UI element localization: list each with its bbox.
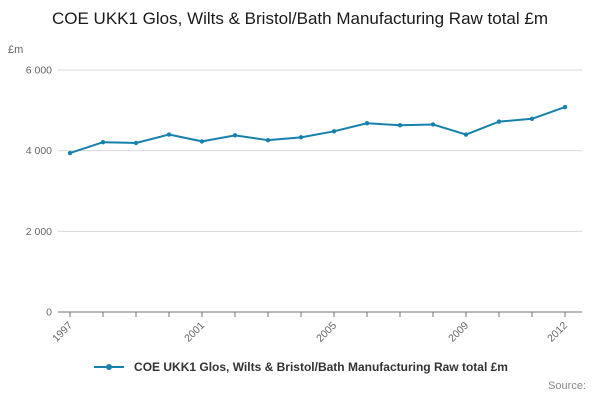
data-point — [199, 139, 205, 144]
source-label: Source: — [548, 380, 586, 392]
data-point — [166, 132, 172, 137]
data-point — [232, 133, 238, 138]
data-point — [397, 123, 403, 128]
data-line — [69, 106, 566, 155]
data-point — [100, 139, 106, 145]
y-tick-label: 6 000 — [26, 65, 52, 77]
data-point — [364, 121, 370, 126]
chart-title: COE UKK1 Glos, Wilts & Bristol/Bath Manu… — [51, 9, 548, 28]
data-point — [529, 116, 535, 122]
data-point — [133, 140, 139, 146]
legend: COE UKK1 Glos, Wilts & Bristol/Bath Manu… — [0, 360, 600, 374]
y-tick-label: 0 — [46, 307, 52, 319]
x-tick-label: 2009 — [446, 320, 471, 345]
data-point — [496, 119, 502, 124]
legend-label: COE UKK1 Glos, Wilts & Bristol/Bath Manu… — [134, 360, 508, 374]
data-point — [265, 137, 271, 143]
y-axis-unit-label: £m — [8, 44, 24, 56]
x-tick-label: 1997 — [50, 320, 75, 345]
data-point — [331, 129, 337, 134]
y-tick-label: 4 000 — [26, 145, 52, 157]
data-point — [67, 150, 73, 156]
y-tick-label: 2 000 — [26, 226, 52, 238]
plot-area: 0 2 000 4 000 6 000 1997 2001 2005 2009 2012 — [26, 65, 582, 345]
x-tick-label: 2001 — [182, 320, 207, 345]
data-point — [430, 122, 436, 127]
x-tick-label: 2005 — [314, 320, 339, 345]
legend-line-marker — [94, 364, 125, 370]
x-tick-label: 2012 — [545, 320, 570, 345]
data-point — [463, 132, 469, 137]
data-point — [562, 104, 568, 110]
data-point — [298, 135, 304, 140]
